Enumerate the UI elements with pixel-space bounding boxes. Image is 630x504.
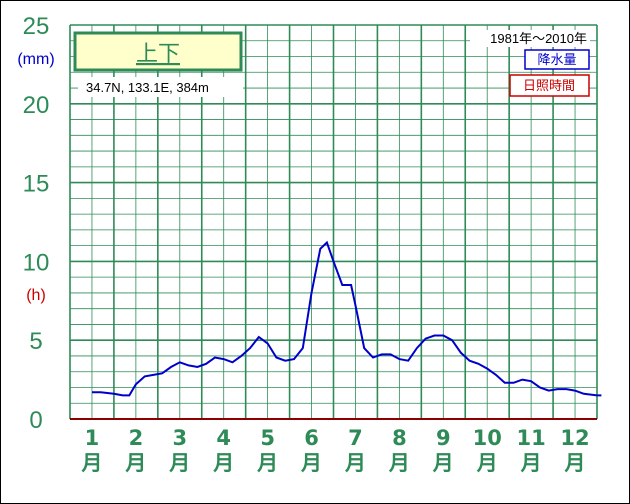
x-tick-month-suffix: 月 [212,451,234,475]
x-tick-month-number: 6 [304,426,319,450]
x-tick-month-number: 4 [216,426,231,450]
y-tick-label: 15 [23,171,50,198]
x-tick-month-number: 3 [172,426,187,450]
y-tick-labels: 0 5 10 15 20 25 [23,13,50,434]
title-box [73,31,243,72]
x-tick-month-number: 8 [392,426,407,450]
x-tick-month-suffix: 月 [256,451,278,475]
x-tick-month-suffix: 月 [80,451,102,475]
y-unit-sunshine: (h) [26,287,46,304]
x-tick-month-number: 5 [260,426,275,450]
y-tick-label: 5 [29,328,42,355]
x-tick-month-suffix: 月 [300,451,322,475]
y-tick-label: 20 [23,92,50,119]
period-label: 1981年〜2010年 [490,31,587,46]
legend-box-precip [524,49,590,70]
legend-label-sunshine: 日照時間 [523,78,575,93]
x-tick-month-number: 10 [473,426,502,450]
plot-grid [69,24,598,420]
y-tick-label: 25 [23,13,50,40]
x-tick-month-number: 7 [348,426,363,450]
x-tick-month-suffix: 月 [520,451,542,475]
series-line-precip [92,240,602,397]
x-tick-month-suffix: 月 [432,451,454,475]
y-tick-label: 0 [29,407,42,434]
y-tick-label: 10 [23,249,50,276]
legend-box-sunshine [509,74,590,97]
x-tick-month-suffix: 月 [344,451,366,475]
x-tick-month-number: 9 [436,426,451,450]
x-tick-month-suffix: 月 [564,451,586,475]
x-tick-month-suffix: 月 [388,451,410,475]
x-tick-month-number: 11 [517,426,546,450]
x-tick-month-suffix: 月 [476,451,498,475]
location-box [78,77,243,97]
location-label: 34.7N, 133.1E, 384m [86,80,209,95]
y-unit-precip: (mm) [17,51,54,68]
legend-label-precip: 降水量 [537,52,576,67]
x-tick-month-number: 1 [85,426,100,450]
x-tick-month-suffix: 月 [124,451,146,475]
x-tick-month-suffix: 月 [168,451,190,475]
chart-title: 上下 [136,41,180,66]
period-box [470,30,590,47]
x-tick-month-number: 2 [129,426,144,450]
x-tick-month-number: 12 [560,426,589,450]
